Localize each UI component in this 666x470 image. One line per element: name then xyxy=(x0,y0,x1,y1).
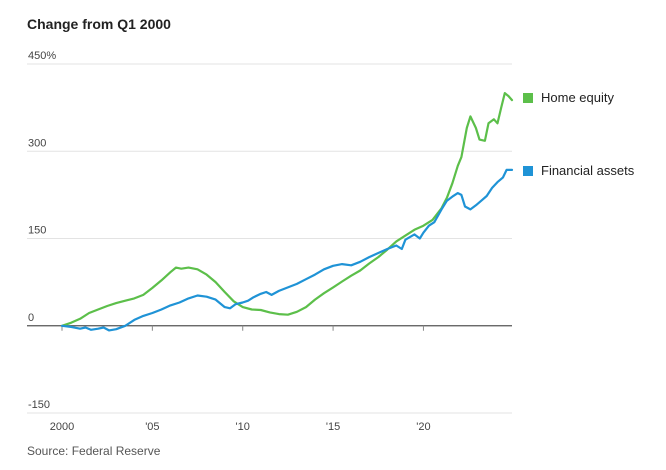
y-tick-label: -150 xyxy=(28,399,50,411)
x-tick-label: '05 xyxy=(145,421,159,433)
x-tick-label: 2000 xyxy=(50,421,74,433)
legend-label-financial-assets: Financial assets xyxy=(541,163,635,178)
source-note: Source: Federal Reserve xyxy=(27,444,161,458)
series-line-financial-assets xyxy=(60,168,514,332)
chart-title: Change from Q1 2000 xyxy=(27,16,171,32)
x-tick-label: '15 xyxy=(326,421,340,433)
legend-swatch-home-equity xyxy=(523,92,533,103)
legend-label-home-equity: Home equity xyxy=(541,90,614,105)
y-tick-label: 450% xyxy=(28,50,56,62)
y-tick-label: 0 xyxy=(28,312,34,324)
x-tick-label: '20 xyxy=(416,421,430,433)
x-tick-label: '10 xyxy=(236,421,250,433)
y-tick-label: 300 xyxy=(28,137,46,149)
legend-item-home-equity: Home equity xyxy=(523,90,614,105)
legend-item-financial-assets: Financial assets xyxy=(523,163,634,178)
series-line-home-equity xyxy=(60,92,514,327)
legend-swatch-financial-assets xyxy=(523,165,533,176)
y-tick-label: 150 xyxy=(28,225,46,237)
